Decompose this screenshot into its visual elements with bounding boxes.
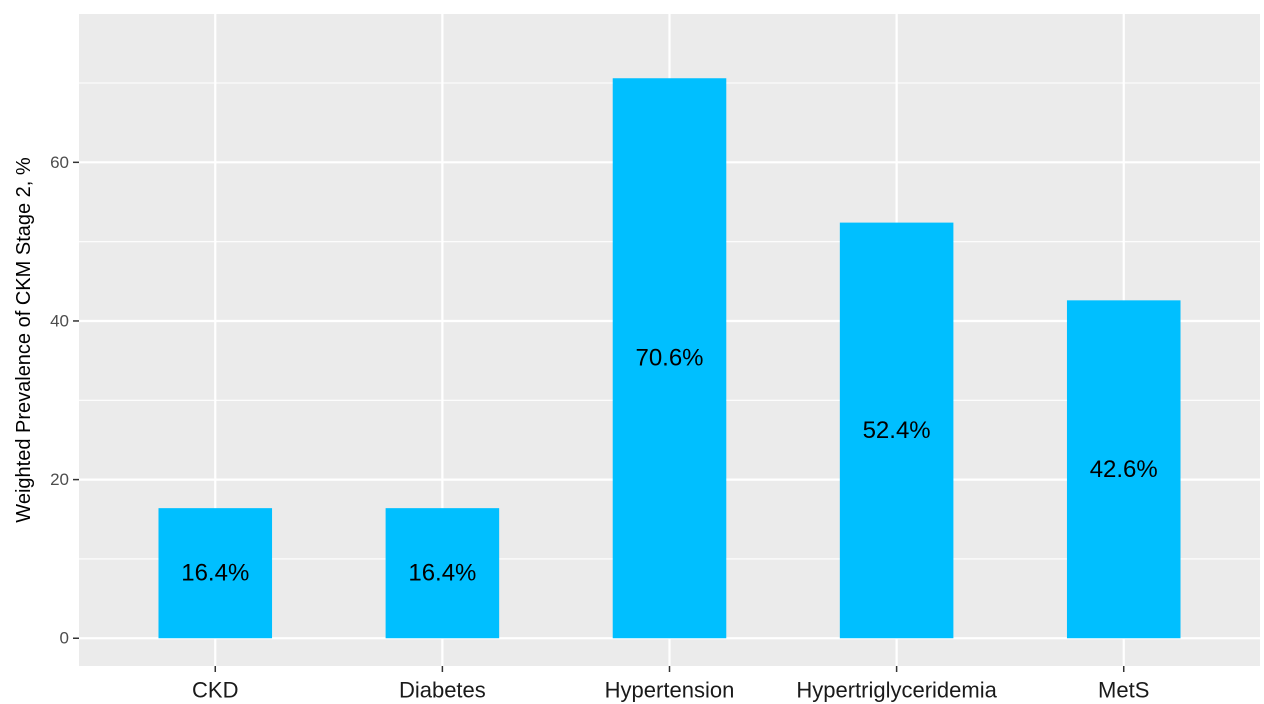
- x-tick-label: Hypertriglyceridemia: [796, 678, 997, 703]
- bars: [158, 78, 1181, 639]
- y-tick-label: 60: [50, 153, 69, 172]
- y-axis: 0 20 40 60: [50, 153, 79, 648]
- y-tick-label: 40: [50, 311, 69, 330]
- bar-ckd: [158, 508, 273, 639]
- data-label: 16.4%: [408, 560, 476, 587]
- y-tick-label: 0: [60, 629, 69, 648]
- x-tick-label: Hypertension: [605, 678, 735, 703]
- bar-hypertriglyceridemia: [839, 222, 954, 639]
- x-tick-label: Diabetes: [399, 678, 486, 703]
- y-tick-label: 20: [50, 470, 69, 489]
- data-label: 42.6%: [1090, 456, 1158, 483]
- data-labels: 16.4% 16.4% 70.6% 52.4% 42.6%: [181, 345, 1158, 587]
- data-label: 16.4%: [181, 560, 249, 587]
- x-tick-label: MetS: [1098, 678, 1149, 703]
- y-axis-title: Weighted Prevalence of CKM Stage 2, %: [13, 157, 35, 523]
- bar-mets: [1066, 300, 1181, 639]
- x-axis: CKD Diabetes Hypertension Hypertriglyceride…: [192, 666, 1149, 703]
- bar-diabetes: [385, 508, 500, 639]
- bar-hypertension: [612, 78, 727, 639]
- x-tick-label: CKD: [192, 678, 238, 703]
- data-label: 70.6%: [635, 345, 703, 372]
- data-label: 52.4%: [863, 417, 931, 444]
